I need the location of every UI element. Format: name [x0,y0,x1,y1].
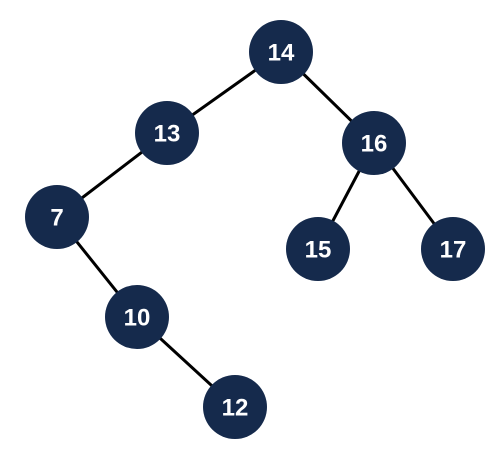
node-15-circle [286,217,350,281]
node-12-circle [203,375,267,439]
node-10: 10 [105,285,169,349]
node-16: 16 [342,111,406,175]
node-17-label: 17 [440,237,467,264]
node-7-label: 7 [50,205,63,232]
node-12-label: 12 [222,395,249,422]
nodes-layer: 14 13 16 7 15 17 10 12 [25,20,485,439]
node-14-circle [249,20,313,84]
edges-layer [55,50,455,409]
node-17-circle [421,217,485,281]
node-13: 13 [135,101,199,165]
node-17: 17 [421,217,485,281]
node-10-circle [105,285,169,349]
node-12: 12 [203,375,267,439]
node-13-circle [135,101,199,165]
node-15: 15 [286,217,350,281]
node-7: 7 [25,185,89,249]
node-16-label: 16 [361,131,388,158]
node-7-circle [25,185,89,249]
node-16-circle [342,111,406,175]
node-14: 14 [249,20,313,84]
node-15-label: 15 [305,237,332,264]
node-13-label: 13 [154,121,181,148]
node-14-label: 14 [268,40,295,67]
node-10-label: 10 [124,305,151,332]
